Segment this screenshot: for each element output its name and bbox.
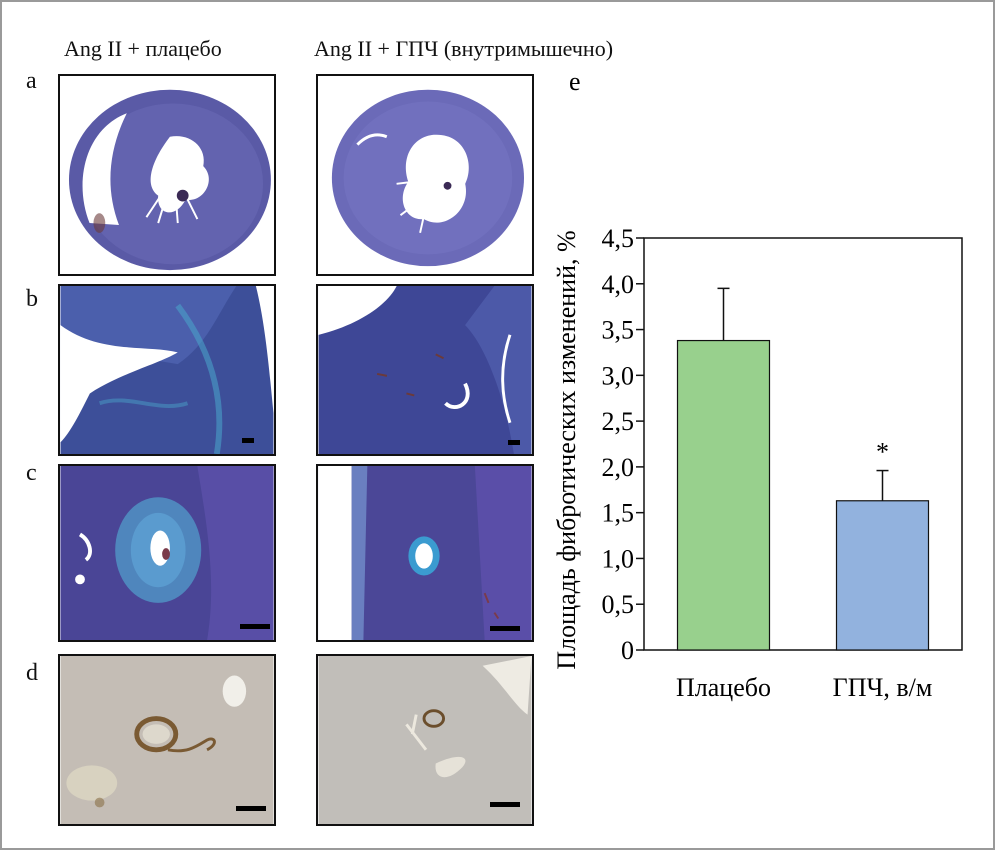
scale-bar (490, 802, 520, 807)
vessel-section-image (60, 466, 274, 640)
micrograph-d-placebo (58, 654, 276, 826)
scale-bar (240, 624, 270, 629)
panel-label-e: e (569, 67, 581, 96)
y-tick-label: 2,5 (602, 407, 635, 436)
micrograph-b-placebo (58, 284, 276, 456)
y-tick-label: 1,0 (602, 544, 635, 573)
y-tick-label: 4,5 (602, 224, 635, 253)
heart-section-image (318, 76, 532, 274)
myocardium-section-image (318, 286, 532, 454)
y-tick-label: 1,5 (602, 499, 635, 528)
column-title-placebo: Ang II + плацебо (64, 36, 222, 61)
y-tick-label: 4,0 (602, 270, 635, 299)
micrograph-c-placebo (58, 464, 276, 642)
significance-marker: * (876, 438, 889, 467)
myocardium-section-image (60, 286, 274, 454)
scale-bar (236, 806, 266, 811)
y-tick-label: 0 (621, 636, 634, 665)
bar-2 (835, 500, 930, 651)
row-label-b: b (26, 286, 38, 312)
micrograph-a-placebo (58, 74, 276, 276)
y-tick-label: 2,0 (602, 453, 635, 482)
category-label: Плацебо (676, 673, 771, 702)
y-tick-label: 3,5 (602, 316, 635, 345)
heart-section-image (60, 76, 274, 274)
row-label-d: d (26, 660, 38, 686)
row-label-c: c (26, 460, 37, 486)
row-label-a: a (26, 68, 37, 94)
y-tick-label: 0,5 (602, 590, 635, 619)
bar-1 (676, 339, 771, 651)
scale-bar (508, 440, 520, 445)
column-title-treatment: Ang II + ГПЧ (внутримышечно) (314, 36, 614, 61)
immunostain-section-image (318, 656, 532, 824)
micrograph-d-treatment (316, 654, 534, 826)
category-label: ГПЧ, в/м (833, 673, 933, 702)
y-tick-label: 3,0 (602, 361, 635, 390)
micrograph-b-treatment (316, 284, 534, 456)
vessel-section-image (318, 466, 532, 640)
micrograph-c-treatment (316, 464, 534, 642)
chart-svg: e Площадь фибротических изменений, % 0 0,… (552, 67, 963, 702)
scale-bar (242, 438, 254, 443)
immunostain-section-image (60, 656, 274, 824)
micrograph-a-treatment (316, 74, 534, 276)
scale-bar (490, 626, 520, 631)
bar-chart-e: e Площадь фибротических изменений, % 0 0,… (547, 62, 987, 802)
plot-frame (643, 237, 963, 651)
y-axis-label: Площадь фибротических изменений, % (552, 230, 581, 669)
